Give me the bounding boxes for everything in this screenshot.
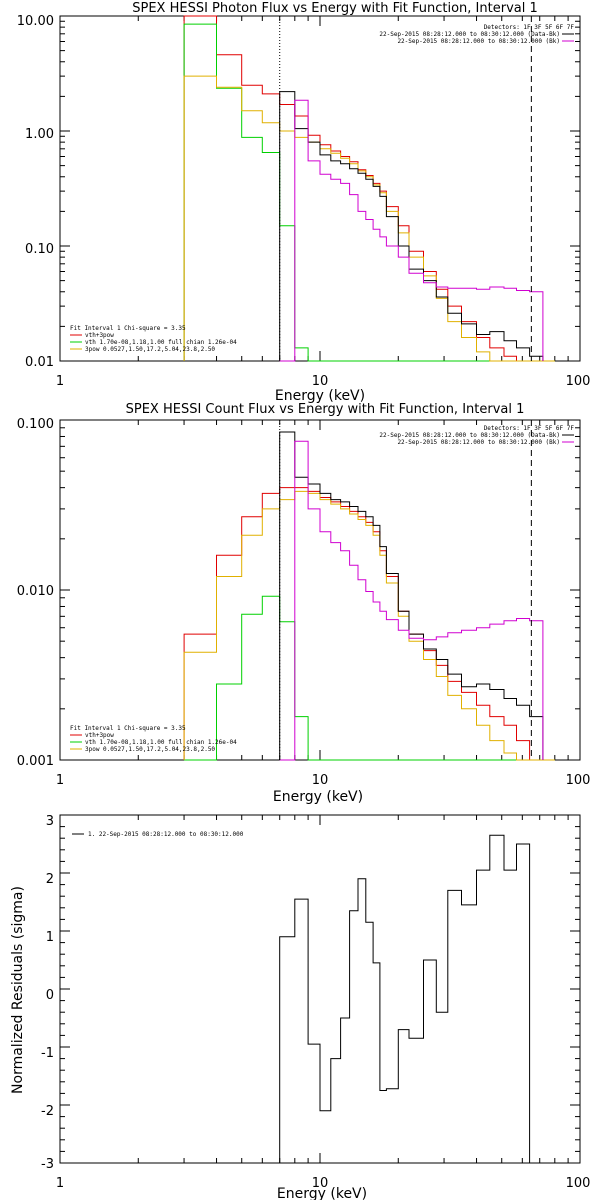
photon-series-4-22-sep-2015-08-28-12-000 — [279, 99, 544, 362]
residuals-x-axis-label: Energy (keV) — [277, 1186, 367, 1200]
photon-legend-bk: 22-Sep-2015 08:28:12.000 to 08:30:12.000… — [397, 38, 560, 45]
photon-legend-vth: vth 1.70e-08,1.18,1.00 full chian 1.26e-… — [85, 339, 237, 346]
count-series-1-vth-1-70e-08-1-18-1-00-f — [184, 595, 555, 761]
count-x-tick-100: 100 — [566, 773, 591, 788]
photon-x-axis-label: Energy (keV) — [275, 388, 365, 404]
count-series-3-22-sep-2015-08-28-12-000 — [279, 431, 544, 760]
count-y-tick-0-1: 0.100 — [17, 417, 54, 432]
residuals-y-tick-2: 2 — [46, 872, 54, 887]
photon-series-2-3pow-0-0527-1-50-17-2-5- — [183, 75, 555, 362]
photon-fit-interval: Fit Interval 1 Chi-square = 3.35 — [70, 325, 186, 332]
photon-x-tick-10: 10 — [312, 374, 329, 389]
photon-y-tick-1: 1.00 — [25, 127, 54, 142]
residuals-y-tick-1: 1 — [46, 930, 54, 945]
residuals-y-tick-neg1: -1 — [41, 1046, 54, 1061]
photon-series-1-vth-1-70e-08-1-18-1-00-f — [183, 23, 555, 362]
photon-axis-ticks — [59, 15, 581, 362]
count-x-axis-label: Energy (keV) — [273, 789, 363, 805]
count-legend-vth: vth 1.70e-08,1.18,1.00 full chian 1.26e-… — [85, 739, 237, 746]
photon-flux-panel: SPEX HESSI Photon Flux vs Energy with Fi… — [17, 1, 591, 404]
count-vlines — [279, 420, 532, 760]
residuals-y-tick-neg2: -2 — [41, 1104, 54, 1119]
residuals-series-0-1-22-sep-2015-08-28-12-0 — [279, 834, 531, 1163]
photon-plot-frame — [59, 15, 581, 362]
count-legend-data: 22-Sep-2015 08:28:12.000 to 08:30:12.000… — [379, 432, 560, 439]
count-x-tick-10: 10 — [312, 773, 329, 788]
count-series-2-3pow-0-0527-1-50-17-2-5- — [183, 490, 555, 761]
photon-detectors-label: Detectors: 1F 3F 5F 6F 7F — [484, 24, 575, 31]
photon-x-tick-1: 1 — [56, 374, 64, 389]
residuals-x-tick-1: 1 — [56, 1176, 64, 1191]
count-plot-frame — [59, 419, 581, 761]
residuals-panel: 1 10 100 3 2 1 0 -1 -2 -3 Energy (keV) N… — [10, 814, 590, 1200]
residuals-series — [279, 834, 531, 1163]
count-flux-panel: SPEX HESSI Count Flux vs Energy with Fit… — [17, 402, 591, 805]
count-series-4-22-sep-2015-08-28-12-000 — [279, 440, 544, 761]
photon-y-tick-0-01: 0.01 — [25, 355, 54, 370]
photon-series-0-vth-3pow — [183, 15, 555, 362]
residuals-y-tick-3: 3 — [46, 814, 54, 829]
count-y-tick-0-001: 0.001 — [17, 754, 54, 769]
photon-flux-title: SPEX HESSI Photon Flux vs Energy with Fi… — [132, 1, 538, 16]
count-flux-title: SPEX HESSI Count Flux vs Energy with Fit… — [126, 402, 525, 417]
residuals-axis-ticks — [59, 814, 581, 1164]
photon-y-tick-0-1: 0.10 — [25, 242, 54, 257]
photon-vlines — [279, 16, 532, 361]
count-legend-bk: 22-Sep-2015 08:28:12.000 to 08:30:12.000… — [397, 439, 560, 446]
photon-legend-total: vth+3pow — [85, 332, 114, 339]
count-legend-total: vth+3pow — [85, 732, 114, 739]
count-detectors-label: Detectors: 1F 3F 5F 6F 7F — [484, 425, 575, 432]
photon-legend-3pow: 3pow 0.0527,1.50,17.2,5.04,23.8,2.50 — [85, 346, 215, 353]
residuals-y-tick-0: 0 — [46, 988, 54, 1003]
residuals-x-tick-100: 100 — [566, 1176, 591, 1191]
residuals-y-tick-neg3: -3 — [41, 1157, 54, 1172]
count-y-tick-0-01: 0.010 — [17, 584, 54, 599]
residuals-y-axis-label: Normalized Residuals (sigma) — [10, 886, 26, 1094]
count-axis-ticks — [59, 419, 581, 761]
residuals-x-tick-10: 10 — [312, 1176, 329, 1191]
photon-series — [183, 15, 555, 362]
photon-legend-data: 22-Sep-2015 08:28:12.000 to 08:30:12.000… — [379, 31, 560, 38]
photon-y-tick-10: 10.00 — [17, 14, 54, 29]
residuals-legend: 1. 22-Sep-2015 08:28:12.000 to 08:30:12.… — [88, 831, 244, 838]
photon-series-3-22-sep-2015-08-28-12-000 — [279, 91, 544, 361]
count-legend-3pow: 3pow 0.0527,1.50,17.2,5.04,23.8,2.50 — [85, 746, 215, 753]
photon-x-tick-100: 100 — [566, 374, 591, 389]
count-series — [183, 431, 555, 761]
count-x-tick-1: 1 — [56, 773, 64, 788]
count-fit-interval: Fit Interval 1 Chi-square = 3.35 — [70, 725, 186, 732]
